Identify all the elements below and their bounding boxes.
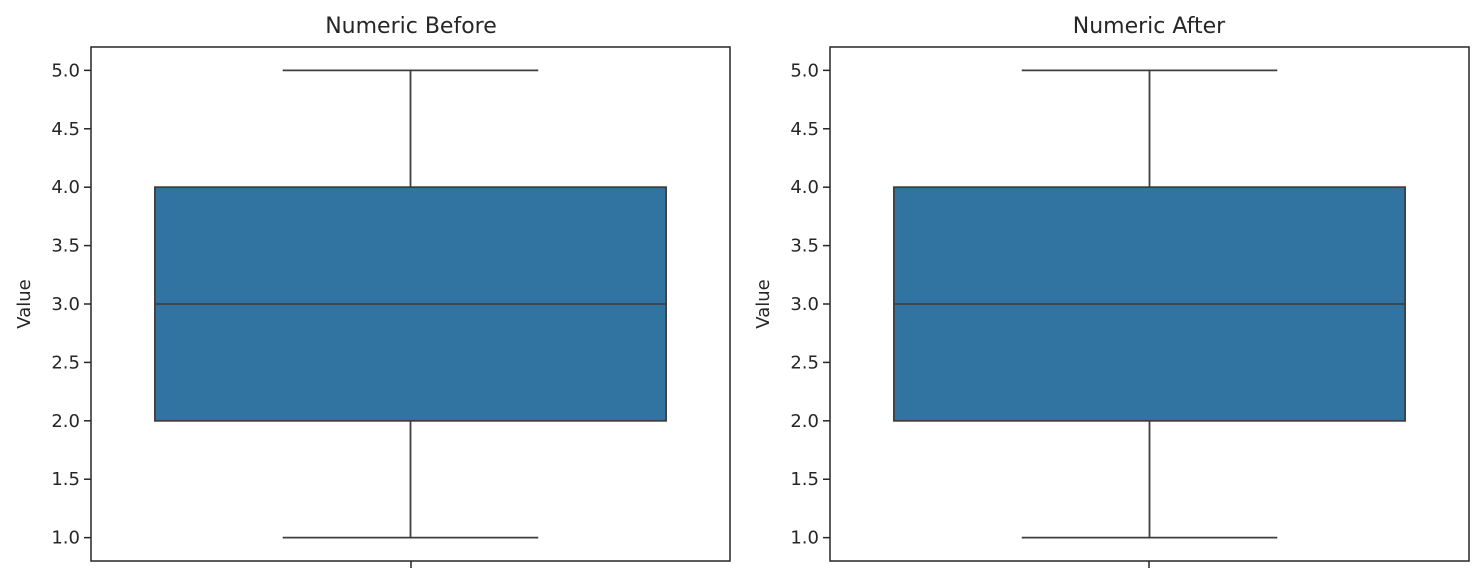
y-axis-ticks: 1.0 1.5 2.0 2.5 3.0 3.5 4.0 4.5 5.0	[790, 60, 830, 549]
y-axis-ticks: 1.0 1.5 2.0 2.5 3.0 3.5 4.0 4.5 5.0	[51, 60, 91, 549]
y-tick-label: 3.5	[51, 236, 80, 257]
y-tick-label: 5.0	[51, 60, 80, 81]
y-tick-label: 4.5	[51, 119, 80, 140]
y-axis-label: Value	[14, 279, 35, 328]
y-tick-label: 5.0	[790, 60, 819, 81]
y-tick-label: 3.0	[51, 294, 80, 315]
y-tick-label: 4.5	[790, 119, 819, 140]
y-tick-label: 2.5	[51, 352, 80, 373]
y-tick-label: 4.0	[51, 177, 80, 198]
y-tick-label: 1.5	[790, 469, 819, 490]
panel-numeric-before: Numeric Before Value 1.0 1.5 2.0 2.5 3.0 3.5 4…	[14, 14, 731, 568]
y-tick-label: 1.5	[51, 469, 80, 490]
y-tick-label: 3.0	[790, 294, 819, 315]
panel-numeric-after: Numeric After Value 1.0 1.5 2.0 2.5 3.0 3.5 4.…	[753, 14, 1470, 568]
y-tick-label: 1.0	[790, 528, 819, 549]
box-plot	[893, 69, 1407, 539]
chart-title: Numeric After	[1073, 14, 1226, 39]
y-tick-label: 2.5	[790, 352, 819, 373]
chart-title: Numeric Before	[325, 14, 497, 39]
y-tick-label: 2.0	[51, 411, 80, 432]
y-tick-label: 4.0	[790, 177, 819, 198]
y-tick-label: 2.0	[790, 411, 819, 432]
y-tick-label: 1.0	[51, 528, 80, 549]
box-plot	[153, 69, 668, 539]
y-axis-label: Value	[753, 279, 774, 328]
y-tick-label: 3.5	[790, 236, 819, 257]
